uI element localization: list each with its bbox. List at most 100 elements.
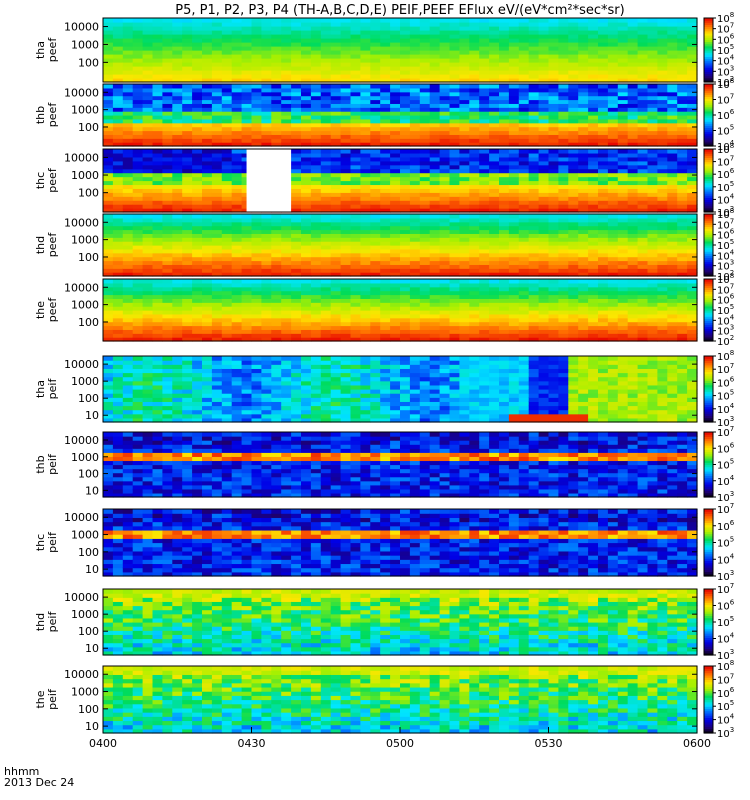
heatmap-cell [182,325,193,330]
heatmap-cell [499,306,510,311]
heatmap-cell [518,50,530,55]
heatmap-cell [251,221,262,227]
heatmap-cell [182,204,193,209]
heatmap-cell [617,333,629,338]
heatmap-cell [578,50,589,55]
heatmap-cell [469,260,480,265]
heatmap-cell [439,188,451,193]
heatmap-cell [192,325,203,330]
heatmap-cell [172,142,183,147]
heatmap-cell [241,290,253,296]
heatmap-cell [449,38,460,43]
y-tick-label: 100 [78,56,99,69]
heatmap-cell [687,126,698,132]
heatmap-cell [182,188,193,193]
heatmap-cell [271,50,282,55]
heatmap-cell [568,337,579,342]
heatmap-cell [122,160,134,166]
heatmap-cell [182,248,193,254]
heatmap-cell [469,111,480,116]
heatmap-cell [192,241,203,246]
heatmap-cell [202,122,213,128]
heatmap-cell [370,248,381,254]
heatmap-cell [251,87,262,93]
heatmap-cell [330,306,342,311]
heatmap-cell [598,233,609,238]
heatmap-cell [607,138,619,143]
heatmap-cell [370,233,381,238]
heatmap-cell [449,225,460,231]
heatmap-cell [578,130,589,135]
heatmap-cell [231,126,243,132]
heatmap-cell [439,34,451,39]
heatmap-cell [360,294,371,299]
heatmap-cell [211,294,223,299]
heatmap-cell [578,99,589,104]
heatmap-cell [558,264,569,269]
heatmap-cell [241,237,253,242]
heatmap-cell [578,329,589,334]
heatmap-cell [231,160,243,166]
heatmap-cell [508,118,520,124]
heatmap-cell [112,107,124,112]
heatmap-cell [350,252,361,258]
heatmap-cell [479,237,490,242]
heatmap-cell [360,192,371,197]
heatmap-cell [657,279,668,284]
heatmap-cell [479,22,490,27]
heatmap-cell [320,99,332,104]
heatmap-cell [627,74,639,79]
heatmap-cell [588,321,599,327]
heatmap-cell [400,50,411,55]
heatmap-cell [281,34,292,39]
heatmap-cell [281,138,292,143]
heatmap-cell [588,256,599,262]
heatmap-cell [459,317,470,323]
heatmap-cell [301,245,312,250]
heatmap-cell [667,42,678,47]
heatmap-cell [598,313,609,319]
y-tick-label: 100 [78,187,99,200]
heatmap-cell [162,87,173,93]
heatmap-cell [192,66,203,71]
heatmap-cell [459,260,470,265]
heatmap-cell [251,279,262,284]
heatmap-cell [667,91,678,97]
heatmap-cell [588,317,599,323]
heatmap-cell [122,279,134,284]
heatmap-cell [301,107,312,112]
heatmap-cell [360,142,371,147]
heatmap-cell [657,95,668,101]
heatmap-cell [598,126,609,132]
heatmap-cell [459,225,470,231]
heatmap-cell [429,103,441,108]
heatmap-cell [162,188,173,193]
heatmap-cell [400,252,411,258]
heatmap-cell [172,264,183,269]
heatmap-cell [251,264,262,269]
heatmap-cell [380,149,391,154]
heatmap-cell [291,214,302,219]
heatmap-cell [211,142,223,147]
heatmap-cell [231,46,243,51]
heatmap-cell [301,225,312,231]
heatmap-cell [538,196,550,201]
heatmap-cell [657,66,668,71]
heatmap-cell [350,42,361,47]
heatmap-cell [429,196,441,201]
heatmap-cell [499,337,510,342]
heatmap-cell [419,26,431,31]
heatmap-cell [241,95,253,101]
heatmap-cell [617,290,629,296]
heatmap-cell [637,313,649,319]
heatmap-cell [122,286,134,292]
heatmap-cell [647,337,658,342]
heatmap-cell [607,164,619,170]
heatmap-cell [380,264,391,269]
heatmap-cell [409,282,421,288]
heatmap-cell [459,214,470,219]
heatmap-cell [538,333,550,338]
heatmap-cell [370,91,381,97]
heatmap-cell [429,62,441,67]
